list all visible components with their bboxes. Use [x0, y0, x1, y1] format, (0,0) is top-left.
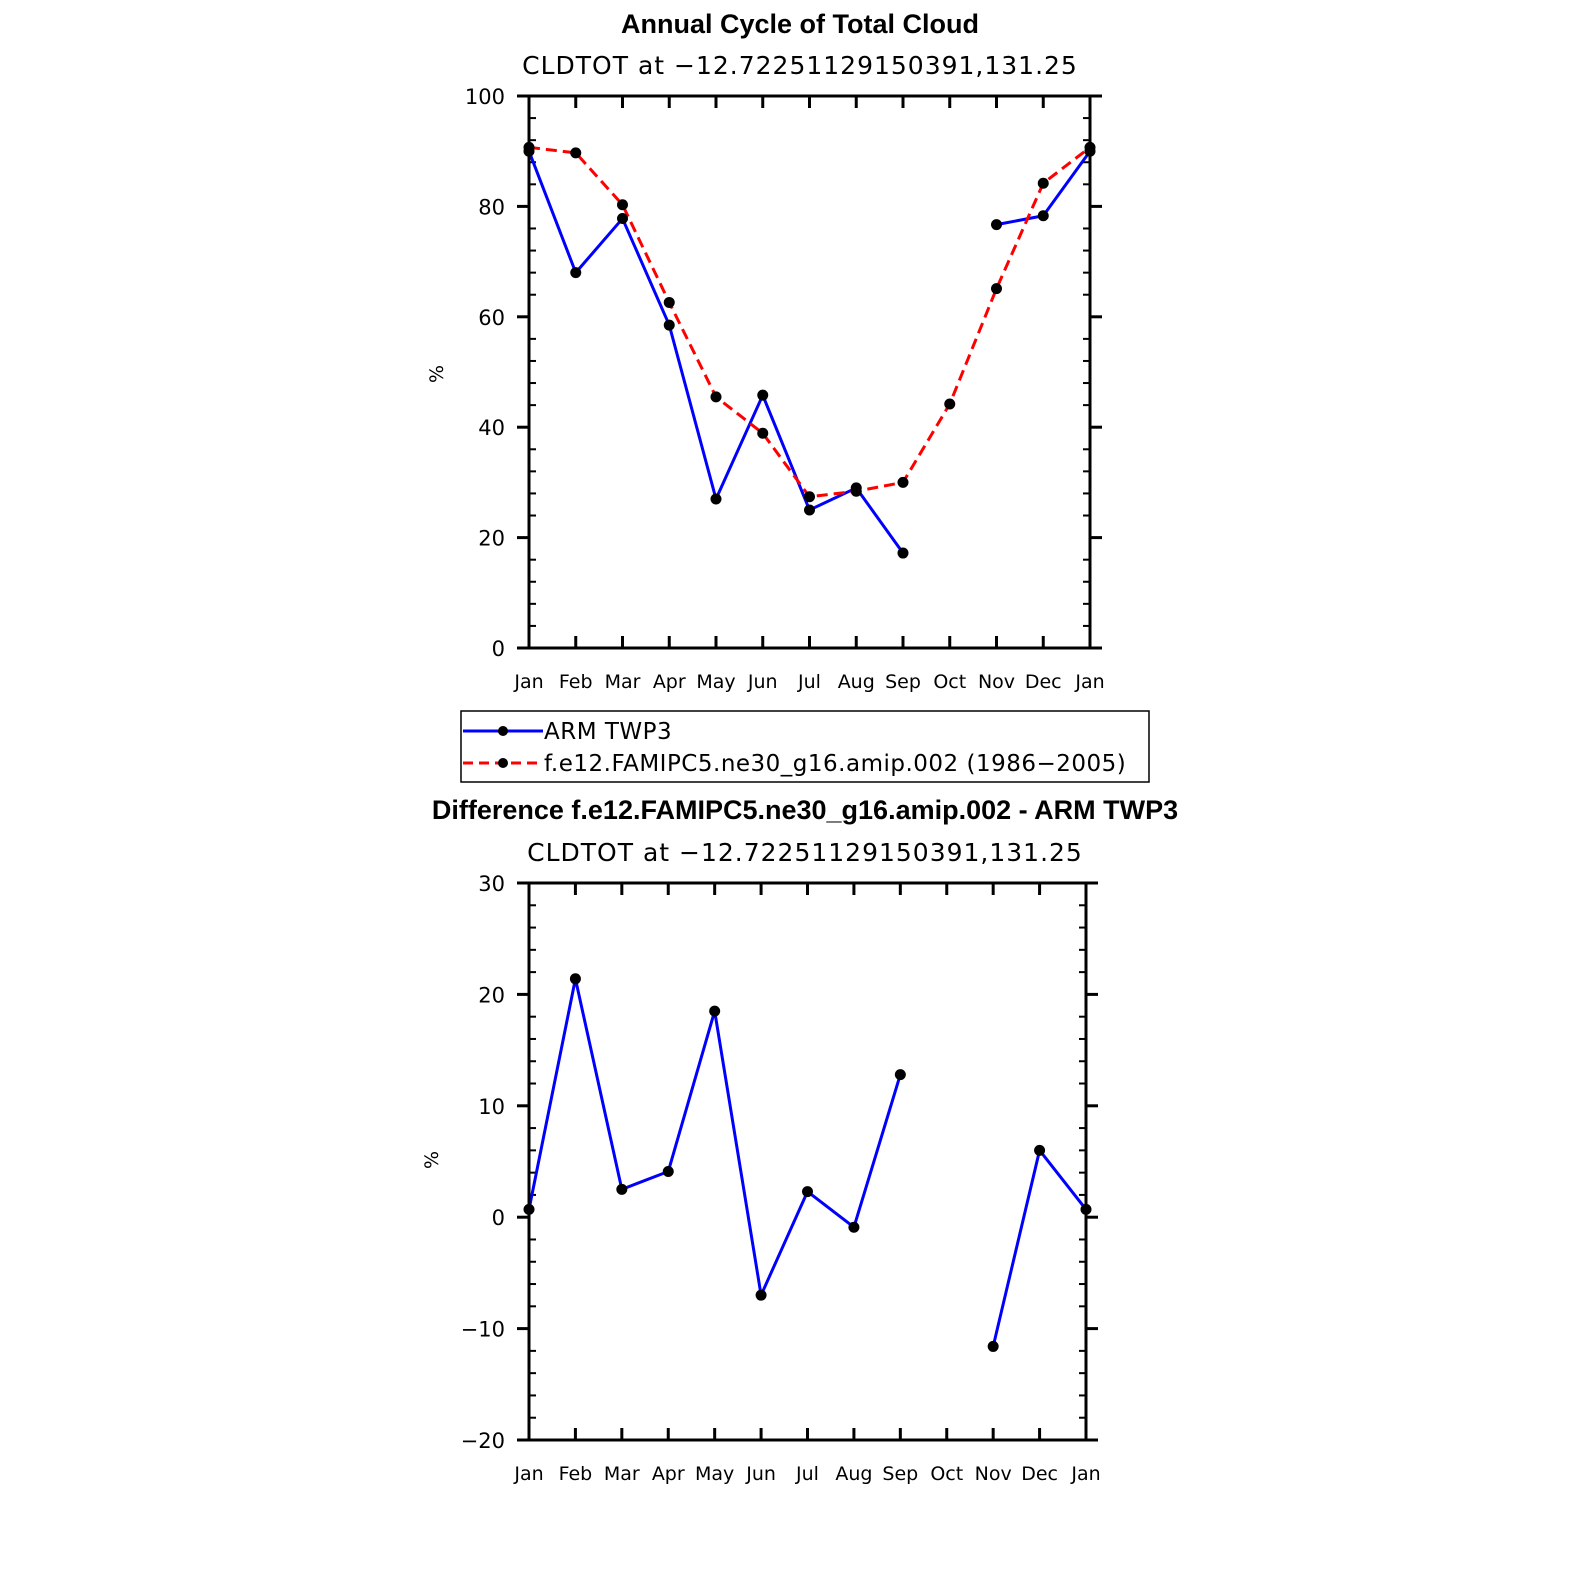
- x-tick-label: Jul: [797, 671, 821, 693]
- data-point-marker: [663, 319, 675, 331]
- data-point-marker: [617, 213, 628, 225]
- data-point-marker: [755, 1289, 767, 1301]
- x-tick-label: Dec: [1025, 671, 1062, 693]
- data-point-marker: [662, 1166, 674, 1178]
- difference-panel: Difference f.e12.FAMIPC5.ne30_g16.amip.0…: [421, 795, 1178, 1485]
- x-tick-label: Jan: [1070, 1463, 1100, 1485]
- legend-box: [460, 710, 1150, 783]
- x-tick-label: Oct: [933, 671, 966, 693]
- top-axis-ticks: [517, 94, 1102, 650]
- x-tick-label: Jan: [1074, 671, 1104, 693]
- data-point-marker: [848, 1221, 860, 1233]
- data-point-marker: [570, 147, 582, 159]
- x-tick-label: Apr: [653, 671, 686, 693]
- data-point-marker: [944, 398, 956, 410]
- bottom-plot-frame: [527, 881, 1088, 1442]
- legend: ARM TWP3 f.e12.FAMIPC5.ne30_g16.amip.002…: [460, 710, 1150, 783]
- y-tick-label: 80: [478, 195, 505, 219]
- x-tick-label: Sep: [882, 1463, 918, 1485]
- y-tick-label: 100: [465, 85, 505, 109]
- data-point-marker: [757, 427, 769, 439]
- top-y-axis-label: %: [426, 365, 448, 383]
- bottom-chart-subtitle: CLDTOT at −12.72251129150391,131.25: [527, 838, 1083, 867]
- data-point-marker: [616, 1183, 628, 1195]
- bottom-y-axis-label: %: [421, 1151, 443, 1169]
- legend-model-marker: [498, 758, 508, 768]
- bottom-x-tick-labels: Jan Feb Mar Apr May Jun Jul Aug Sep Oct Nov Dec Jan: [513, 1463, 1100, 1485]
- y-tick-label: 10: [478, 1095, 505, 1119]
- x-tick-label: Jun: [745, 1463, 776, 1485]
- data-point-marker: [709, 1005, 721, 1017]
- data-point-marker: [991, 219, 1002, 231]
- x-tick-label: Aug: [838, 671, 875, 693]
- x-tick-label: Feb: [559, 1463, 593, 1485]
- x-tick-label: Jan: [513, 1463, 543, 1485]
- data-point-marker: [802, 1186, 813, 1198]
- x-tick-label: Mar: [605, 671, 641, 693]
- x-tick-label: Aug: [835, 1463, 872, 1485]
- annual-cycle-panel: Annual Cycle of Total Cloud CLDTOT at −1…: [426, 9, 1105, 693]
- top-y-tick-labels: 0 20 40 60 80 100: [465, 85, 505, 661]
- top-plot-frame: [527, 94, 1092, 650]
- x-tick-label: Mar: [604, 1463, 640, 1485]
- y-tick-label: 20: [478, 983, 505, 1007]
- data-point-marker: [757, 389, 769, 401]
- data-point-marker: [987, 1340, 999, 1352]
- data-point-marker: [570, 267, 582, 279]
- top-chart-title: Annual Cycle of Total Cloud: [621, 9, 979, 39]
- bottom-y-tick-labels: −20 −10 0 10 20 30: [461, 872, 505, 1453]
- top-series-group: [523, 141, 1096, 559]
- x-tick-label: May: [695, 1463, 734, 1485]
- series-line-primary: [527, 977, 902, 1297]
- y-tick-label: 0: [492, 1206, 505, 1230]
- legend-model-label: f.e12.FAMIPC5.ne30_g16.amip.002 (1986−20…: [544, 751, 1126, 777]
- x-tick-label: Nov: [975, 1463, 1012, 1485]
- bottom-series-group: [523, 973, 1092, 1352]
- top-chart-subtitle: CLDTOT at −12.72251129150391,131.25: [522, 51, 1078, 80]
- data-point-marker: [850, 485, 862, 497]
- y-tick-label: 30: [478, 872, 505, 896]
- legend-arm-label: ARM TWP3: [544, 719, 672, 745]
- top-x-tick-labels: Jan Feb Mar Apr May Jun Jul Aug Sep Oct Nov Dec Jan: [513, 671, 1104, 693]
- x-tick-label: Sep: [885, 671, 921, 693]
- data-point-marker: [663, 296, 675, 308]
- x-tick-label: Jan: [513, 671, 543, 693]
- bottom-chart-title: Difference f.e12.FAMIPC5.ne30_g16.amip.0…: [432, 795, 1178, 825]
- x-tick-label: May: [696, 671, 735, 693]
- y-tick-label: 0: [492, 637, 505, 661]
- x-tick-label: Feb: [559, 671, 593, 693]
- data-point-marker: [710, 493, 722, 505]
- series-line-primary: [527, 150, 905, 554]
- y-tick-label: 20: [478, 527, 505, 551]
- y-tick-label: 60: [478, 306, 505, 330]
- data-point-marker: [1037, 177, 1049, 189]
- data-point-marker: [897, 476, 909, 488]
- series-line-secondary: [528, 145, 1091, 499]
- data-point-marker: [804, 504, 815, 516]
- y-tick-label: −10: [461, 1318, 505, 1342]
- data-point-marker: [1034, 1144, 1046, 1156]
- data-point-marker: [804, 491, 815, 503]
- data-point-marker: [897, 547, 909, 559]
- bottom-axis-ticks: [517, 881, 1098, 1442]
- y-tick-label: −20: [461, 1429, 505, 1453]
- x-tick-label: Nov: [978, 671, 1015, 693]
- data-point-marker: [710, 391, 722, 403]
- y-tick-label: 40: [478, 416, 505, 440]
- data-point-marker: [894, 1069, 906, 1081]
- x-tick-label: Jul: [795, 1463, 819, 1485]
- x-tick-label: Oct: [930, 1463, 963, 1485]
- x-tick-label: Dec: [1021, 1463, 1058, 1485]
- x-tick-label: Jun: [747, 671, 778, 693]
- data-point-marker: [617, 199, 628, 211]
- x-tick-label: Apr: [652, 1463, 685, 1485]
- legend-arm-marker: [498, 726, 508, 736]
- data-point-marker: [1037, 210, 1049, 222]
- data-point-marker: [569, 973, 581, 985]
- data-point-marker: [991, 283, 1002, 295]
- series-line-primary: [991, 1148, 1088, 1347]
